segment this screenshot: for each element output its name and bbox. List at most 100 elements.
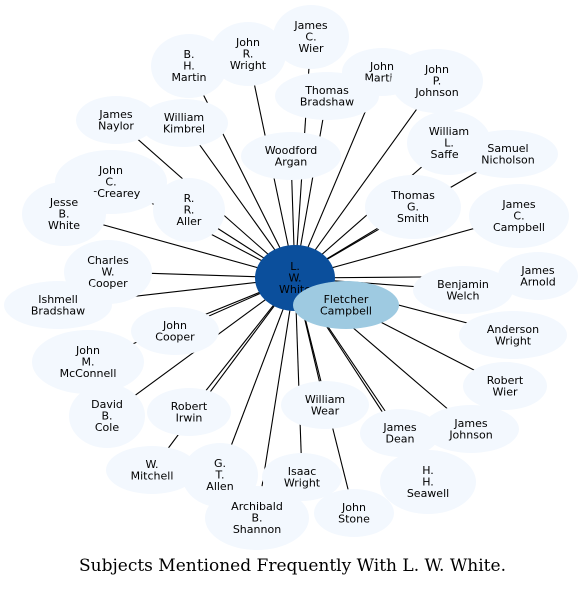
node-label-line: John	[75, 344, 100, 357]
node-label-line: Aller	[177, 215, 202, 228]
node-shape	[275, 72, 379, 120]
node-w-mitchell[interactable]: W.Mitchell	[106, 446, 198, 494]
node-label-line: Robert	[487, 374, 524, 387]
node-label-line: Samuel	[487, 142, 528, 155]
node-label-line: Shannon	[233, 523, 281, 536]
node-label-line: Bradshaw	[300, 95, 354, 108]
node-label-line: P.	[433, 75, 441, 88]
node-label-line: John	[162, 319, 187, 332]
node-label-line: Wear	[311, 404, 340, 417]
node-label-line: Nicholson	[481, 153, 535, 166]
node-label-line: B.	[183, 48, 194, 61]
node-label-line: Cooper	[155, 330, 195, 343]
node-label-line: Martin	[171, 71, 206, 84]
node-label-line: Wright	[284, 476, 321, 489]
node-label-line: James	[98, 108, 132, 121]
node-label-line: James	[293, 19, 327, 32]
node-shape	[76, 96, 156, 144]
edge-john-p-johnson	[294, 80, 438, 279]
node-label-line: Thomas	[390, 189, 435, 202]
node-label-line: Charles	[87, 254, 129, 267]
node-label-line: John	[341, 501, 366, 514]
node-shape	[498, 252, 578, 300]
node-label-line: Kimbrel	[163, 122, 205, 135]
node-label-line: W.	[101, 266, 114, 279]
node-label-line: McConnell	[60, 367, 117, 380]
node-shape	[281, 381, 369, 429]
node-label-line: W.	[145, 458, 158, 471]
node-label-line: Dean	[386, 432, 415, 445]
node-label-line: Thomas	[304, 84, 349, 97]
node-label-line: M.	[82, 356, 95, 369]
node-label-line: Robert	[171, 400, 208, 413]
node-label-line: R.	[184, 204, 195, 217]
node-label-line: B.	[101, 410, 112, 423]
node-label-line: G.	[407, 201, 419, 214]
edge-b-h-martin	[188, 65, 296, 279]
node-label-line: James	[382, 421, 416, 434]
node-label-line: James	[453, 417, 487, 430]
node-label-line: C.	[305, 31, 316, 44]
node-label-line: Seawell	[407, 487, 449, 500]
node-shape	[365, 175, 461, 239]
node-label-line: John	[98, 164, 123, 177]
node-label-line: Mitchell	[131, 469, 174, 482]
edge-w-mitchell	[151, 277, 296, 471]
node-shape	[423, 405, 519, 453]
node-label-line: John	[235, 36, 260, 49]
node-label-line: Wright	[495, 334, 532, 347]
node-label-line: Smith	[397, 212, 429, 225]
node-shape	[140, 99, 228, 147]
node-r-r-aller[interactable]: R.R.Aller	[153, 178, 225, 242]
node-label-line: L.	[444, 137, 454, 150]
node-shape	[360, 409, 440, 457]
node-label-line: Welch	[446, 289, 479, 302]
node-shape	[262, 453, 342, 501]
node-label-line: White	[48, 219, 80, 232]
node-label-line: Woodford	[265, 144, 318, 157]
node-label-line: Cooper	[88, 277, 128, 290]
node-label-line: James	[520, 264, 554, 277]
node-label-line: John	[424, 63, 449, 76]
node-shape	[391, 49, 483, 113]
node-b-h-martin[interactable]: B.H.Martin	[151, 34, 227, 98]
node-label-line: Cole	[95, 421, 119, 434]
node-shape	[273, 5, 349, 69]
node-shape	[210, 22, 286, 86]
node-label-line: Martin	[364, 71, 399, 84]
node-label-line: B.	[251, 512, 262, 525]
node-shape	[469, 184, 569, 248]
node-label-line: C.	[513, 210, 524, 223]
node-h-h-seawell[interactable]: H.H.Seawell	[380, 450, 476, 514]
node-label-line: T.	[215, 469, 225, 482]
node-label-line: John	[369, 60, 394, 73]
